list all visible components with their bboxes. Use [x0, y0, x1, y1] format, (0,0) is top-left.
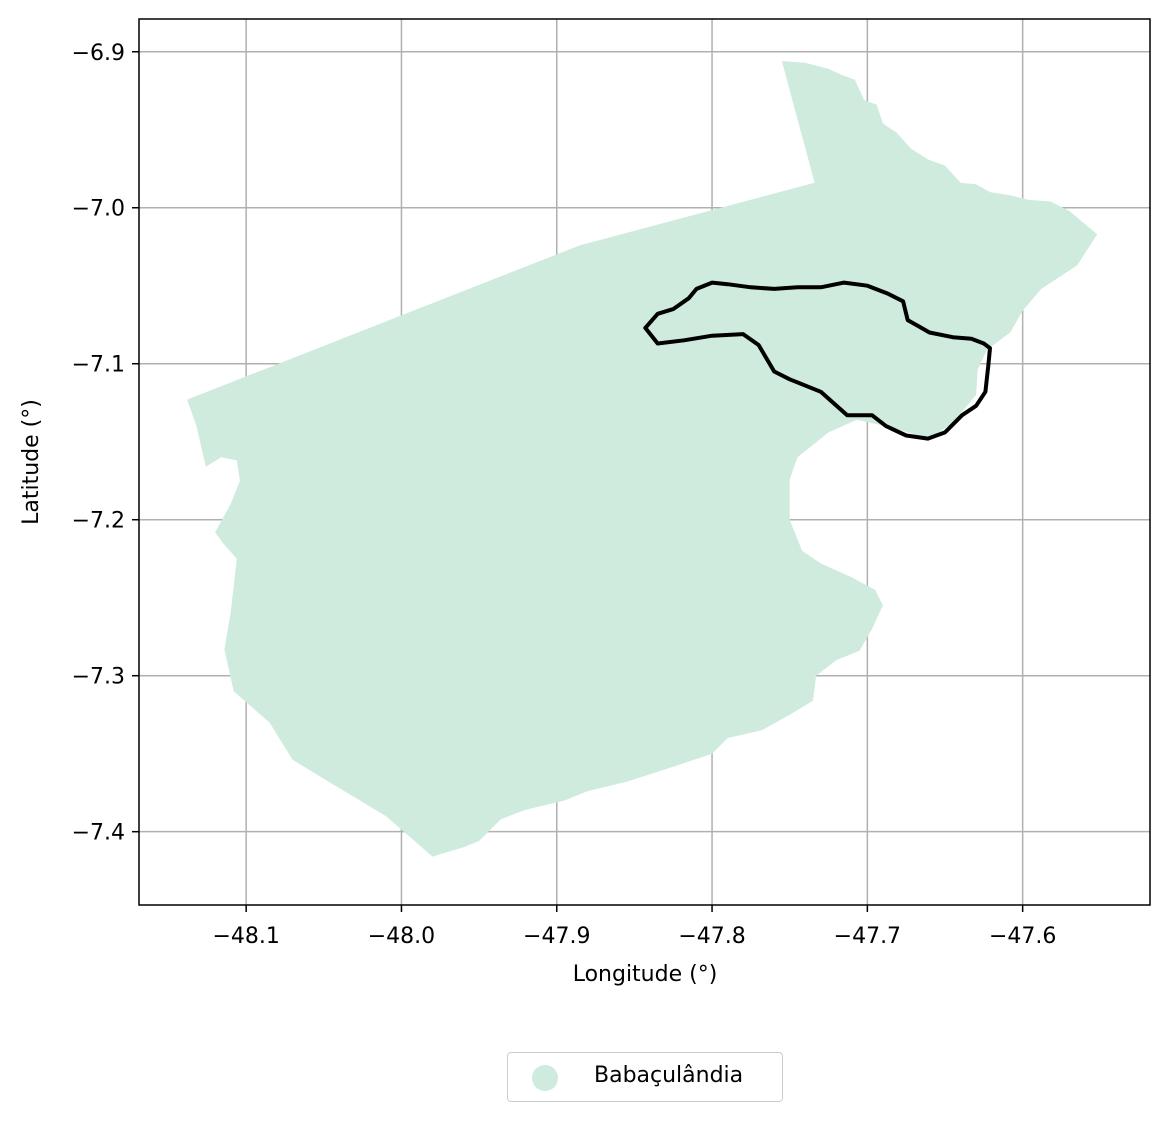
x-tick-label: −48.0: [368, 924, 435, 949]
y-tick-label: −6.9: [72, 41, 125, 66]
x-tick-label: −48.1: [212, 924, 279, 949]
y-tick-label: −7.0: [72, 197, 125, 222]
x-tick-label: −47.8: [678, 924, 745, 949]
y-tick-label: −7.2: [72, 509, 125, 534]
region-layer: [187, 61, 1097, 857]
legend-swatch-babaculandia: [532, 1065, 558, 1091]
legend-label-babaculandia: Babaçulândia: [594, 1063, 743, 1088]
babaculandia-region: [187, 61, 1097, 857]
legend: Babaçulândia: [507, 1052, 783, 1102]
x-axis-label: Longitude (°): [573, 962, 718, 987]
y-axis-label: Latitude (°): [19, 399, 44, 525]
y-tick-label: −7.4: [72, 821, 125, 846]
y-tick-label: −7.1: [72, 353, 125, 378]
x-tick-label: −47.7: [834, 924, 901, 949]
x-tick-label: −47.6: [989, 924, 1056, 949]
y-tick-label: −7.3: [72, 665, 125, 690]
x-tick-label: −47.9: [523, 924, 590, 949]
